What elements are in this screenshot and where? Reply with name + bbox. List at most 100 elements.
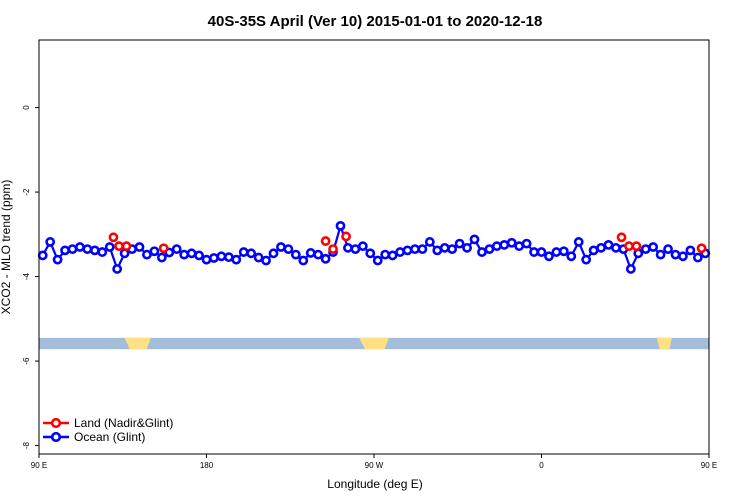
data-point [341,231,351,242]
data-point [624,241,634,252]
data-point [142,249,152,260]
y-tick-label: -8 [22,441,31,449]
data-point [631,241,642,252]
data-point [529,247,539,257]
data-point [194,250,204,261]
y-tick-label: -6 [22,357,31,365]
data-point [89,245,100,256]
data-point [603,239,614,250]
land-mass [124,337,151,350]
data-point [37,250,48,261]
legend-entry: Ocean (Glint) [43,430,145,444]
data-point [551,247,562,257]
data-point [648,242,659,252]
data-point [158,243,169,254]
data-point [320,253,331,264]
data-point [692,252,703,263]
data-point [134,242,145,252]
x-tick-label: 90 E [701,461,717,470]
data-point [350,244,361,255]
data-point [380,249,391,260]
data-point [320,236,331,246]
data-point [82,244,93,255]
x-tick-label: 90 W [365,461,384,470]
data-point [313,249,324,260]
x-axis: 90 E 180 90 W 0 90 E [31,454,717,470]
data-point [290,249,301,260]
data-point [447,244,458,255]
series-layer [37,220,711,274]
data-point [544,251,554,262]
data-point [328,244,338,255]
data-point [357,241,368,252]
data-point [112,264,123,274]
series-land-nadir-glint- [108,231,707,255]
data-point [462,242,472,253]
legend-marker [50,417,62,429]
legend: Land (Nadir&Glint)Ocean (Glint) [43,416,173,444]
data-point [201,254,212,265]
data-point [696,243,707,254]
data-point [209,253,219,263]
x-tick-label: 0 [539,461,544,470]
data-point [149,246,160,257]
data-point [253,252,264,263]
chart-title: 40S-35S April (Ver 10) 2015-01-01 to 202… [208,13,543,30]
data-point [75,242,85,252]
data-point [596,242,606,253]
data-point [499,239,510,250]
data-point [335,220,346,231]
data-point [238,247,249,257]
data-point [372,255,383,266]
x-axis-label: Longitude (deg E) [327,477,422,491]
data-point [97,247,108,257]
data-point [114,241,124,252]
y-axis: 0 -2 -4 -6 -8 [22,105,39,449]
data-point [439,242,450,253]
data-point [268,248,279,259]
land-mass [656,337,672,350]
data-point [566,251,577,262]
data-point [108,232,119,243]
data-point [521,238,532,249]
data-point [424,237,435,247]
data-point [186,248,197,259]
data-point [387,250,398,261]
land-ocean-strip [39,337,709,350]
data-point [640,244,651,255]
data-point [432,245,443,256]
data-point [171,244,182,255]
data-point [121,241,132,252]
data-point [588,245,599,256]
data-point [477,247,487,257]
data-point [223,252,234,263]
series-ocean-glint- [37,220,711,274]
data-point [156,252,167,263]
data-point [410,244,420,255]
legend-label: Ocean (Glint) [74,430,145,444]
data-point [558,246,569,257]
data-point [573,237,584,247]
data-point [685,245,696,256]
data-point [343,242,353,253]
y-axis-label: XCO2 - MLO trend (ppm) [0,180,13,315]
land-mass [359,337,389,350]
data-point [52,254,63,265]
data-point [454,238,465,249]
data-point [670,249,681,260]
data-point [402,245,413,256]
data-point [616,232,627,243]
data-point [536,247,547,257]
data-point [611,242,621,253]
data-point [67,244,78,255]
data-point [469,234,480,245]
data-point [283,244,294,255]
data-point [45,237,56,247]
legend-marker [50,431,62,443]
y-tick-label: -4 [22,272,31,280]
data-point [581,254,592,265]
legend-entry: Land (Nadir&Glint) [43,416,173,430]
x-tick-label: 90 E [31,461,47,470]
data-point [395,247,405,257]
